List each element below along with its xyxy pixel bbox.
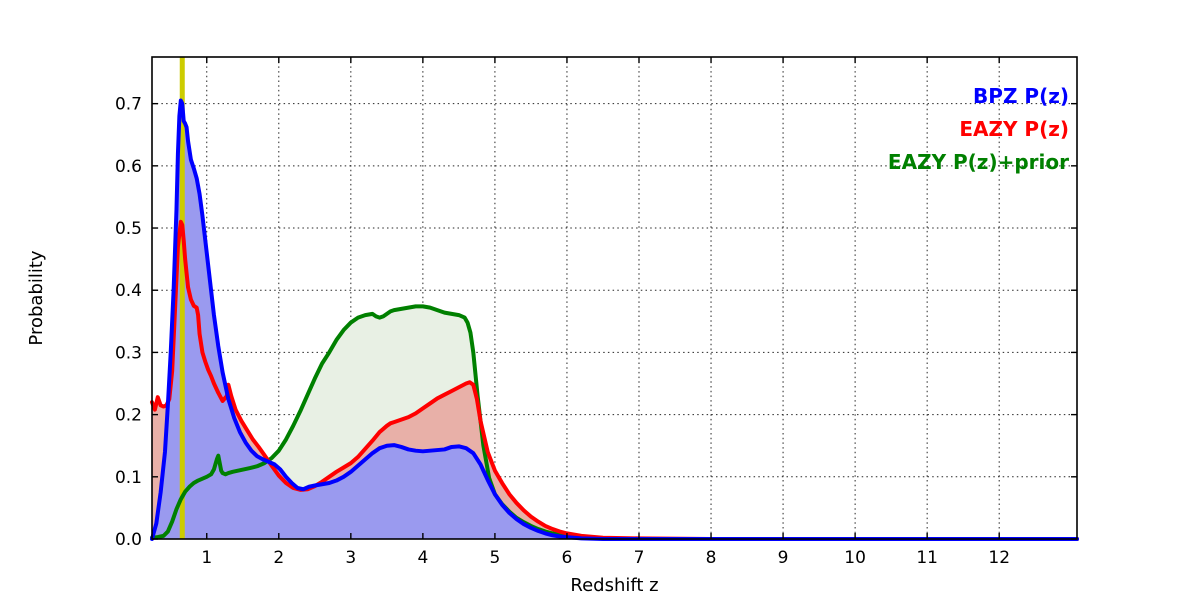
- plot-frame: [151, 56, 1078, 540]
- series-lines: [150, 98, 1079, 541]
- axis-ticks: [152, 57, 1077, 540]
- grid-lines: [152, 57, 1077, 539]
- x-tick-label: 12: [988, 548, 1010, 568]
- y-tick-label: 0.7: [115, 95, 142, 115]
- x-tick-label: 6: [562, 548, 573, 568]
- x-tick-label: 8: [706, 548, 717, 568]
- chart-legend: BPZ P(z) EAZY P(z) EAZY P(z)+prior: [888, 84, 1069, 174]
- axis-tick-labels: 1 2 3 4 5 6 7 8 9 10 11 120.00.10.20.30.40.50.60.7: [115, 95, 1010, 568]
- legend-item-1: EAZY P(z): [959, 117, 1069, 141]
- x-tick-label: 9: [778, 548, 789, 568]
- series-line-1: [150, 219, 1079, 541]
- y-tick-label: 0.0: [115, 530, 142, 550]
- x-tick-label: 4: [417, 548, 428, 568]
- y-tick-label: 0.3: [115, 343, 142, 363]
- x-axis-title: Redshift z: [570, 575, 658, 596]
- x-tick-label: 11: [916, 548, 938, 568]
- y-tick-label: 0.5: [115, 219, 142, 239]
- y-tick-label: 0.1: [115, 468, 142, 488]
- legend-item-0: BPZ P(z): [973, 84, 1069, 108]
- series-fill-areas: [152, 100, 1077, 539]
- y-tick-label: 0.6: [115, 157, 142, 177]
- series-line-0: [150, 98, 1079, 541]
- y-tick-label: 0.2: [115, 406, 142, 426]
- legend-item-2: EAZY P(z)+prior: [888, 150, 1069, 174]
- x-tick-label: 1: [201, 548, 212, 568]
- y-tick-label: 0.4: [115, 281, 142, 301]
- x-tick-label: 3: [345, 548, 356, 568]
- x-tick-label: 10: [844, 548, 866, 568]
- y-axis-title: Probability: [26, 250, 47, 345]
- x-tick-label: 2: [273, 548, 284, 568]
- series-area-0: [152, 100, 1077, 539]
- x-tick-label: 7: [634, 548, 645, 568]
- x-tick-label: 5: [489, 548, 500, 568]
